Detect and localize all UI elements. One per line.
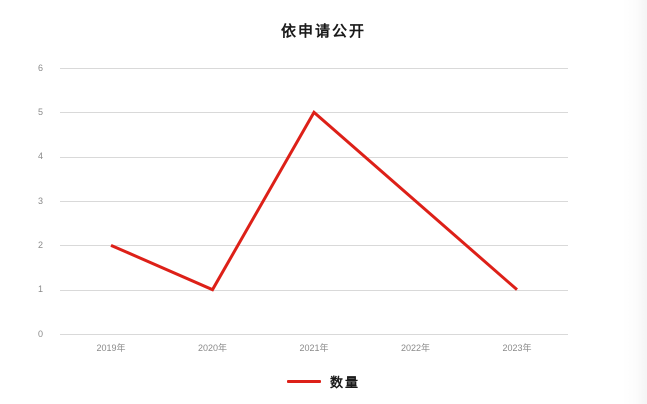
y-axis-tick-label: 1	[37, 284, 43, 295]
gridline	[60, 156, 568, 158]
legend-label-quantity: 数量	[329, 376, 360, 391]
gridline	[60, 289, 568, 291]
x-axis-tick-label: 2019年	[96, 343, 126, 353]
y-axis-tick-label: 5	[37, 106, 43, 117]
chart-title: 依申请公开	[280, 22, 366, 40]
y-axis-tick-label: 6	[37, 62, 43, 73]
x-axis-tick-label: 2021年	[299, 343, 329, 353]
y-axis-tick-label: 2	[37, 239, 43, 250]
x-axis-tick-label: 2020年	[197, 343, 228, 353]
gridline	[60, 112, 568, 114]
plot-area	[60, 68, 568, 335]
y-axis-tick-label: 4	[37, 151, 43, 162]
gridline	[60, 334, 568, 335]
gridline	[60, 201, 568, 202]
legend-swatch-quantity	[286, 380, 321, 383]
x-axis-tick-label: 2022年	[400, 343, 431, 353]
x-axis-tick-label: 2023年	[502, 343, 532, 353]
y-axis-tick-label: 3	[37, 195, 43, 206]
y-axis-tick-label: 0	[37, 328, 43, 339]
gridline	[60, 68, 568, 69]
page-edge-shading	[621, 0, 647, 404]
chart-legend: 数量	[0, 372, 647, 391]
gridline	[60, 245, 568, 247]
